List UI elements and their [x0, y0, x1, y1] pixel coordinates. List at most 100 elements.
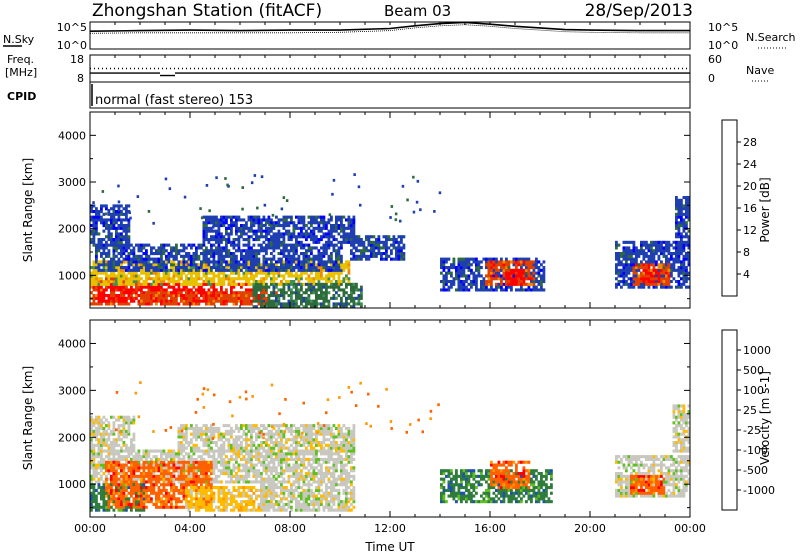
data-cell — [662, 280, 666, 284]
data-cell — [185, 474, 188, 478]
data-cell — [617, 268, 621, 272]
data-cell — [165, 254, 168, 258]
data-cell — [177, 249, 181, 253]
data-cell — [90, 205, 94, 209]
data-cell — [282, 302, 286, 306]
data-cell — [245, 274, 248, 278]
data-cell — [145, 472, 148, 476]
data-cell — [160, 302, 163, 306]
noise-strip: N.Sky 10^5 10^0 10^5 10^0 N.Search — [3, 21, 796, 52]
data-cell — [177, 291, 181, 295]
data-cell — [295, 452, 298, 456]
data-cell — [210, 260, 213, 264]
data-cell — [205, 480, 208, 484]
data-cell — [127, 415, 131, 419]
data-cell — [240, 449, 243, 453]
data-cell — [162, 294, 166, 298]
data-cell — [95, 229, 98, 233]
data-cell — [337, 218, 341, 222]
data-cell — [90, 455, 93, 459]
data-cell — [202, 472, 206, 476]
data-cell — [642, 257, 646, 261]
data-cell — [685, 254, 688, 258]
data-cell — [270, 299, 273, 303]
data-cell — [280, 472, 283, 476]
data-cell — [342, 463, 346, 467]
data-cell — [182, 424, 186, 428]
data-cell — [457, 277, 461, 281]
data-cell — [352, 229, 356, 233]
data-cell — [215, 260, 218, 264]
data-cell — [177, 441, 181, 445]
data-cell — [252, 249, 256, 253]
data-cell — [245, 441, 248, 445]
data-cell — [340, 218, 343, 222]
data-cell — [255, 438, 258, 442]
data-cell — [240, 477, 243, 481]
data-cell — [310, 235, 313, 239]
data-cell — [670, 252, 673, 256]
data-cell — [252, 441, 256, 445]
data-cell — [302, 455, 306, 459]
data-cell — [175, 299, 178, 303]
data-cell — [352, 257, 356, 261]
data-cell — [170, 268, 173, 272]
data-cell — [245, 432, 248, 436]
data-cell — [625, 274, 628, 278]
data-cell — [275, 277, 278, 281]
data-cell — [270, 266, 273, 270]
data-cell — [150, 271, 153, 275]
data-cell — [275, 240, 278, 244]
data-cell — [685, 257, 688, 261]
data-cell — [167, 291, 171, 295]
data-cell — [235, 229, 238, 233]
data-cell — [125, 224, 128, 228]
data-cell — [105, 274, 108, 278]
data-cell — [652, 280, 656, 284]
data-cell — [200, 463, 203, 467]
data-cell — [340, 266, 343, 270]
data-cell — [172, 263, 176, 267]
data-cell — [652, 243, 656, 247]
data-cell — [202, 249, 206, 253]
data-cell — [517, 274, 521, 278]
data-cell — [272, 243, 276, 247]
colorbar-tick-label: 8 — [743, 246, 750, 259]
data-cell — [92, 240, 96, 244]
data-cell — [192, 466, 196, 470]
data-cell — [245, 243, 248, 247]
data-cell — [307, 460, 311, 464]
data-cell — [680, 263, 683, 267]
data-cell — [202, 429, 206, 433]
data-cell — [650, 246, 653, 250]
data-cell — [650, 274, 653, 278]
data-cell — [192, 480, 196, 484]
data-cell — [250, 274, 253, 278]
data-cell — [320, 282, 323, 286]
data-cell — [107, 443, 111, 447]
data-cell — [235, 466, 238, 470]
data-cell — [355, 288, 358, 292]
data-cell — [282, 243, 286, 247]
data-cell — [645, 240, 648, 244]
data-cell — [535, 271, 538, 275]
data-cell — [262, 302, 266, 306]
data-cell — [207, 238, 211, 242]
data-cell — [199, 207, 202, 210]
data-cell — [170, 296, 173, 300]
data-cell — [137, 452, 141, 456]
data-cell — [252, 280, 256, 284]
data-cell — [535, 280, 538, 284]
data-cell — [145, 463, 148, 467]
data-cell — [305, 296, 308, 300]
data-cell — [675, 196, 678, 200]
data-cell — [210, 249, 213, 253]
data-cell — [330, 474, 333, 478]
data-cell — [280, 224, 283, 228]
data-cell — [500, 266, 503, 270]
data-cell — [255, 268, 258, 272]
data-cell — [90, 443, 93, 447]
data-cell — [205, 429, 208, 433]
data-cell — [170, 477, 173, 481]
data-cell — [232, 294, 236, 298]
